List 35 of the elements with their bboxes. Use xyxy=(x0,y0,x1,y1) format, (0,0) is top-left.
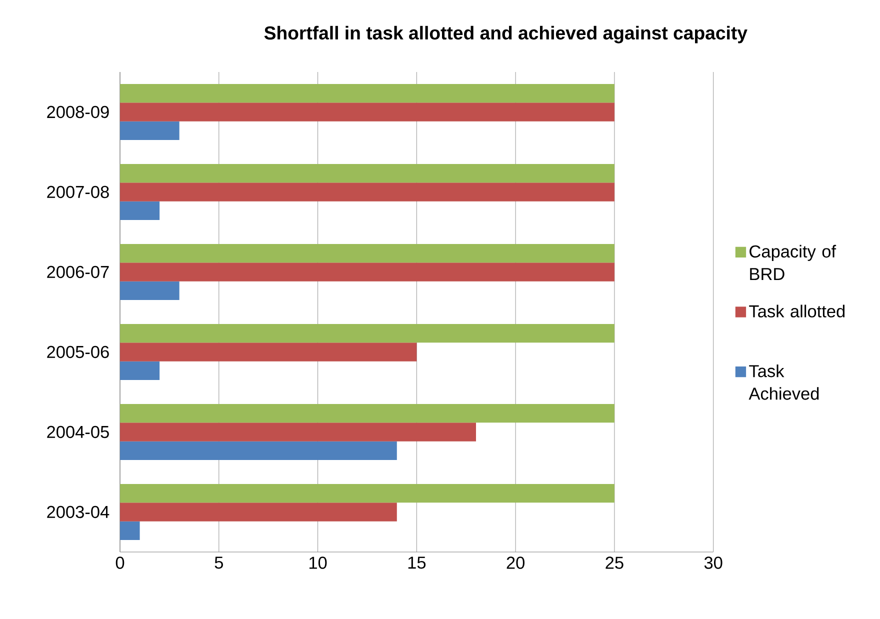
legend-label: Task allotted xyxy=(749,304,845,318)
bar xyxy=(120,281,180,300)
y-tick-label: 2004-05 xyxy=(47,426,109,438)
x-tick-label: 15 xyxy=(408,556,426,569)
bar xyxy=(120,102,614,122)
y-tick-label: 2007-08 xyxy=(47,186,109,198)
chart-title: Shortfall in task allotted and achieved against capacity xyxy=(264,26,748,44)
y-tick-label: 2006-07 xyxy=(47,266,109,278)
bar xyxy=(120,442,397,460)
bar xyxy=(120,502,397,522)
x-tick-label: 0 xyxy=(116,556,124,570)
x-tick-label: 25 xyxy=(606,556,624,570)
bar xyxy=(120,244,614,263)
y-tick-label: 2003-04 xyxy=(47,506,110,518)
bar xyxy=(120,164,614,183)
bar xyxy=(120,324,614,343)
bar xyxy=(120,122,180,140)
bar xyxy=(120,404,614,423)
bar xyxy=(120,484,614,503)
bar xyxy=(120,362,160,380)
y-tick-label: 2008-09 xyxy=(47,106,109,118)
bar xyxy=(120,422,476,442)
bar xyxy=(120,521,140,540)
y-tick-label: 2005-06 xyxy=(47,346,109,358)
bar xyxy=(120,182,614,202)
bar xyxy=(120,201,160,220)
x-tick-label: 20 xyxy=(506,556,524,570)
bar xyxy=(120,84,614,103)
x-tick-label: 5 xyxy=(214,556,223,569)
x-tick-label: 30 xyxy=(704,556,722,570)
x-tick-label: 10 xyxy=(309,556,327,570)
legend-label: Task Achieved xyxy=(748,364,819,400)
bar xyxy=(120,342,417,362)
bar xyxy=(120,262,614,282)
legend-label: Capacity of BRD xyxy=(750,245,836,280)
